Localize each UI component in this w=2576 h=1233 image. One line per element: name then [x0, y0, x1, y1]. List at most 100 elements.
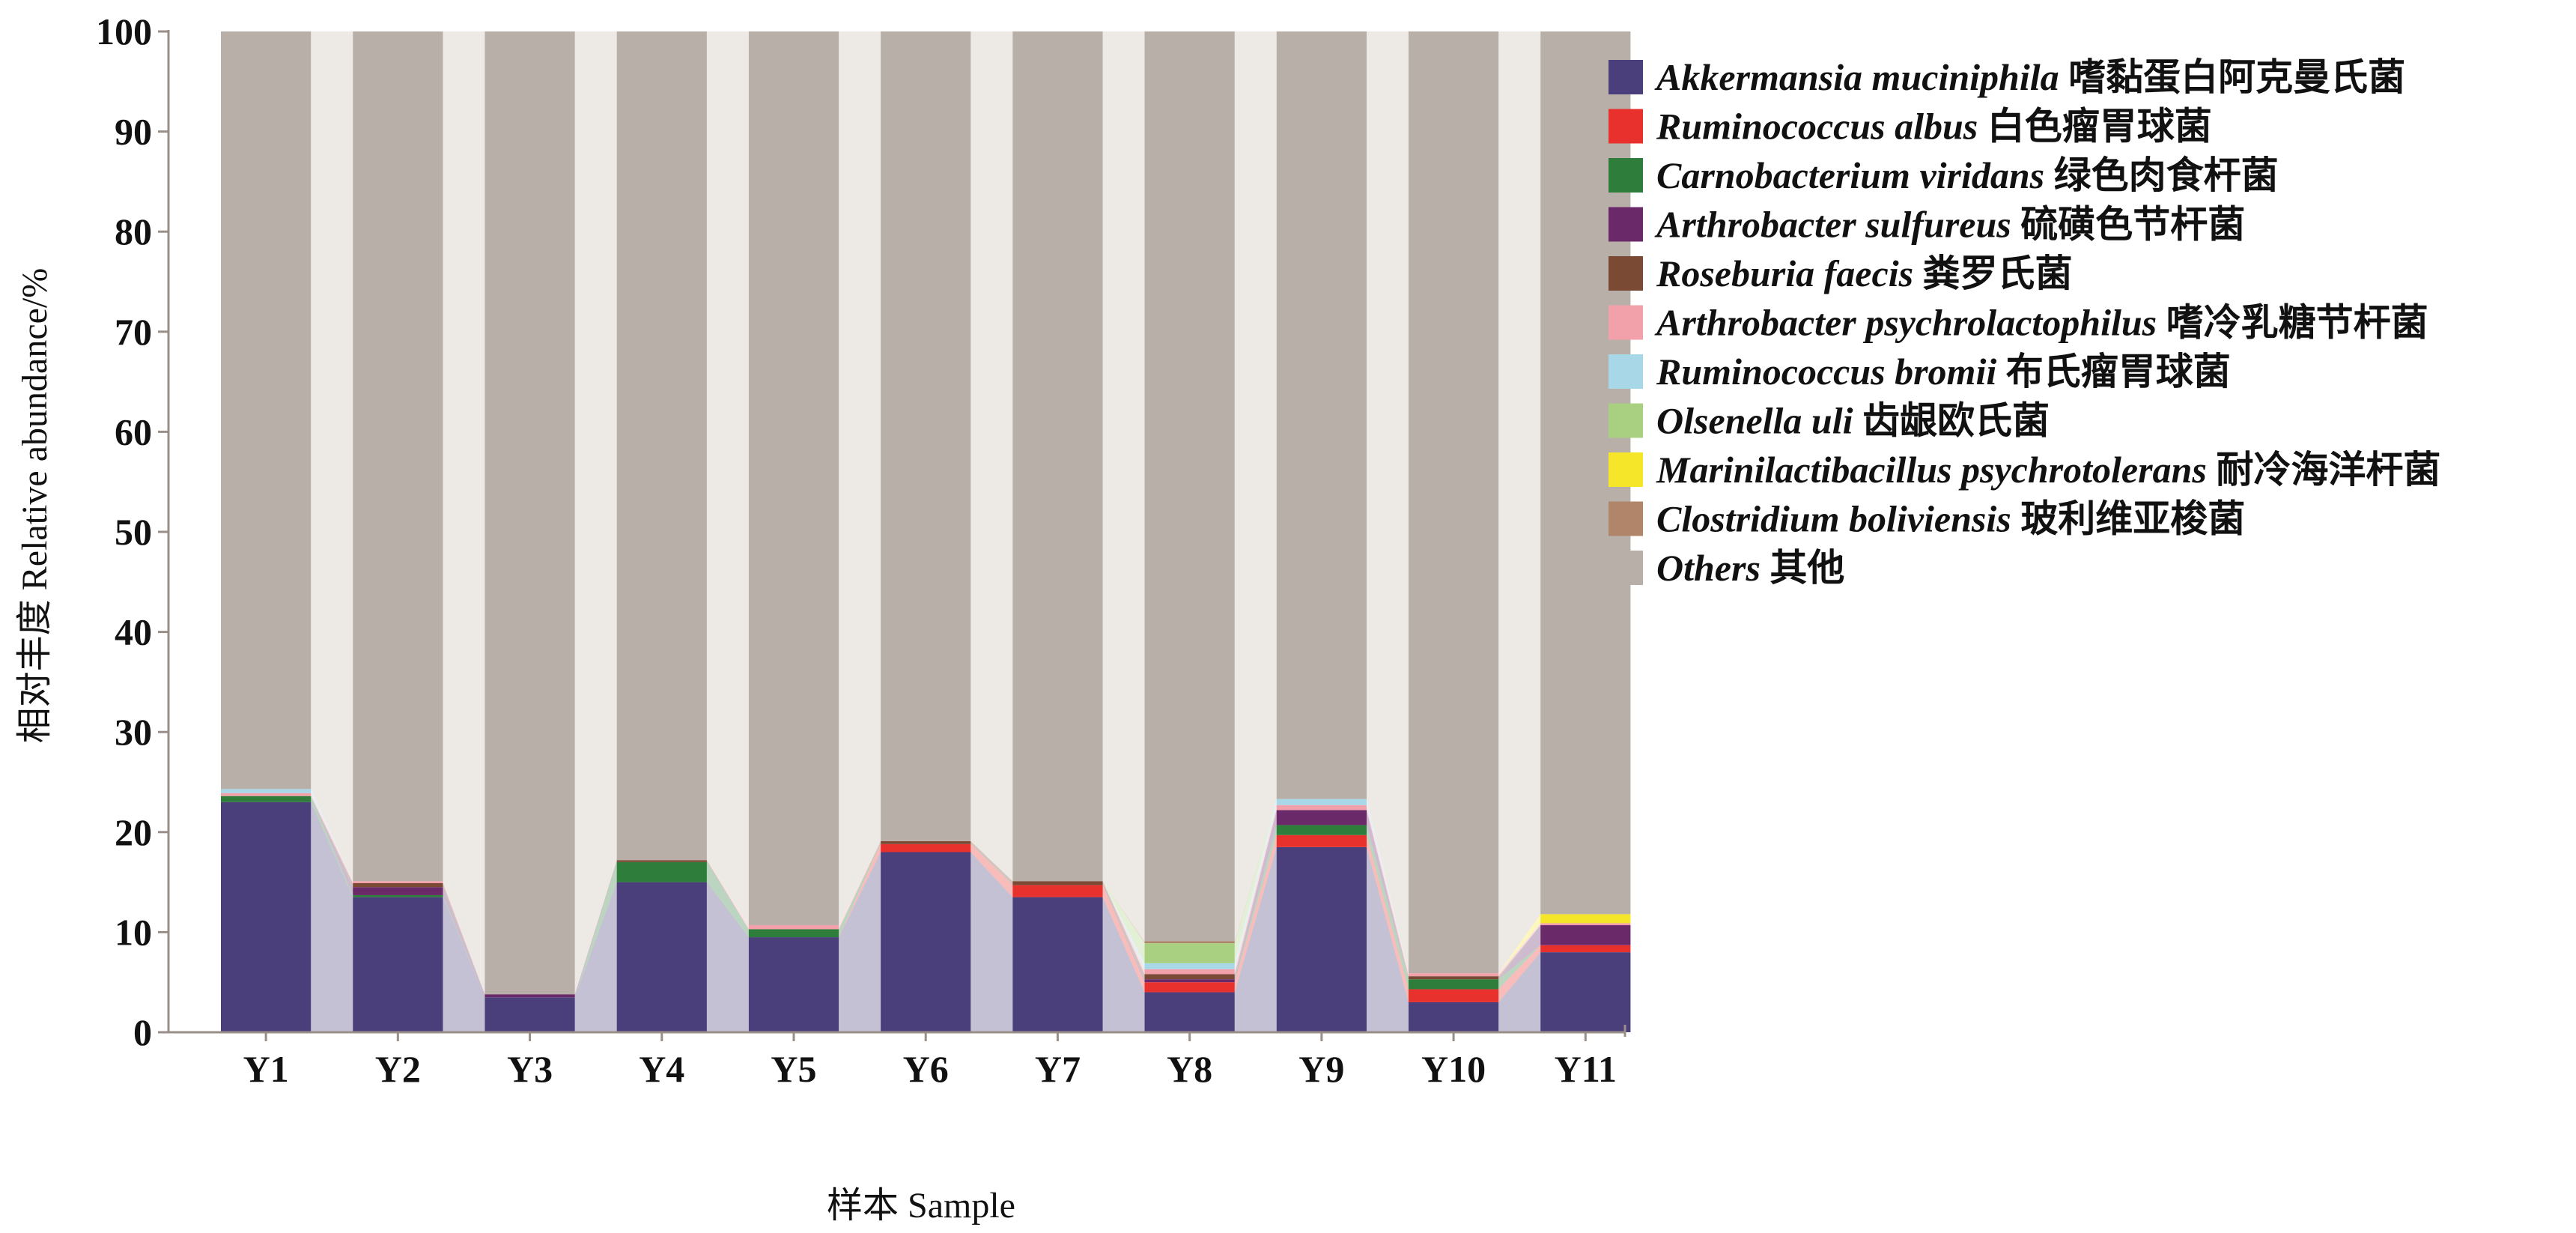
connector-Y9-Y10-series-2: [1366, 825, 1409, 990]
connector-Y10-Y11-series-3: [1498, 925, 1541, 980]
legend-swatch-2: [1609, 158, 1643, 193]
connector-Y2-Y3-series-2: [443, 894, 485, 998]
legend-species-7: Olsenella uli: [1656, 400, 1853, 442]
x-tick-label-Y4: Y4: [639, 1048, 684, 1090]
connector-Y3-Y4-series-2: [574, 861, 617, 998]
connector-Y8-Y9-series-7: [1234, 799, 1277, 963]
bar-Y8-series-6: [1144, 963, 1235, 969]
bar-Y6-series-1: [881, 843, 971, 852]
connector-Y2-Y3-series-4: [443, 882, 485, 995]
legend-swatch-4: [1609, 256, 1643, 291]
bar-Y11-series-1: [1540, 945, 1631, 953]
legend-swatch-6: [1609, 354, 1643, 389]
x-tick-label-Y1: Y1: [243, 1048, 289, 1090]
connector-Y8-Y9-series-6: [1234, 799, 1277, 969]
connector-Y5-Y6-series-4: [839, 840, 881, 930]
connector-Y2-Y3-series-0: [443, 897, 485, 1032]
legend-cn-9: 玻利维亚梭菌: [2011, 498, 2246, 540]
connector-Y4-Y5-series-5: [706, 860, 749, 930]
y-tick-label-0: 0: [133, 1011, 152, 1053]
legend-swatch-10: [1609, 551, 1643, 585]
connector-Y6-Y7-series-1: [970, 843, 1013, 897]
connector-Y1-Y2-series-0: [311, 802, 353, 1032]
x-tick-label-Y2: Y2: [375, 1048, 421, 1090]
bar-Y5-series-5: [748, 925, 839, 930]
bar-Y9-series-1: [1276, 834, 1367, 847]
connector-Y9-Y10-series-4: [1366, 810, 1409, 980]
legend-label-10: Others 其他: [1656, 547, 1844, 589]
connector-Y8-Y9-series-3: [1234, 810, 1277, 983]
connector-Y5-Y6-series-5: [839, 840, 881, 930]
connector-Y2-Y3-series-3: [443, 887, 485, 998]
y-axis-title: 相对丰度 Relative abundance/%: [15, 268, 55, 743]
connector-Y1-Y2-series-5: [311, 793, 353, 883]
bar-Y10-series-2: [1408, 979, 1499, 990]
legend-label-5: Arthrobacter psychrolactophilus 嗜冷乳糖节杆菌: [1654, 302, 2428, 344]
connector-Y7-Y8-series-9: [1102, 881, 1145, 944]
connector-Y7-Y8-series-4: [1102, 881, 1145, 980]
legend-species-4: Roseburia faecis: [1656, 252, 1913, 294]
y-tick-label-70: 70: [115, 311, 152, 353]
y-tick-label-50: 50: [115, 511, 152, 553]
connector-Y9-Y10-series-6: [1366, 799, 1409, 974]
connector-Y8-Y9-series-0: [1234, 846, 1277, 1032]
bar-Y8-series-3: [1144, 979, 1235, 983]
legend-species-2: Carnobacterium viridans: [1656, 154, 2044, 196]
bar-Y3-series-10: [484, 31, 575, 995]
bar-Y8-series-7: [1144, 943, 1235, 963]
x-tick-label-Y11: Y11: [1555, 1048, 1617, 1090]
bar-Y4-series-2: [616, 861, 707, 882]
connector-Y2-Y3-series-10: [443, 31, 485, 995]
connector-Y1-Y2-series-2: [311, 796, 353, 897]
legend-species-6: Ruminococcus bromii: [1656, 351, 1996, 393]
bar-Y9-series-5: [1276, 805, 1367, 811]
connector-Y7-Y8-series-5: [1102, 881, 1145, 975]
legend-swatch-1: [1609, 109, 1643, 144]
connector-Y7-Y8-series-3: [1102, 885, 1145, 983]
connector-Y10-Y11-series-4: [1498, 925, 1541, 980]
connector-Y8-Y9-series-9: [1234, 799, 1277, 944]
connector-Y1-Y2-series-6: [311, 789, 353, 882]
bar-Y8-series-10: [1144, 31, 1235, 942]
bar-Y3-series-3: [484, 994, 575, 998]
legend-label-4: Roseburia faecis 粪罗氏菌: [1656, 252, 2073, 294]
bar-Y8-series-4: [1144, 974, 1235, 980]
bar-Y9-series-10: [1276, 31, 1367, 799]
legend-cn-6: 布氏瘤胃球菌: [1996, 351, 2231, 393]
legend-swatch-3: [1609, 207, 1643, 242]
connector-Y6-Y7-series-4: [970, 840, 1013, 885]
connector-Y8-Y9-series-2: [1234, 825, 1277, 983]
bar-Y1-series-10: [221, 31, 312, 790]
legend-species-0: Akkermansia muciniphila: [1654, 56, 2059, 98]
bars-group: [221, 31, 1631, 1032]
y-tick-label-30: 30: [115, 711, 152, 753]
connector-Y9-Y10-series-5: [1366, 805, 1409, 977]
bar-Y10-series-4: [1408, 976, 1499, 980]
x-tick-label-Y8: Y8: [1167, 1048, 1212, 1090]
connector-Y4-Y5-series-4: [706, 860, 749, 930]
bar-Y1-series-2: [221, 796, 312, 802]
bar-Y5-series-2: [748, 929, 839, 938]
connector-Y9-Y10-series-0: [1366, 846, 1409, 1032]
bar-Y6-series-0: [881, 852, 971, 1032]
legend-swatch-0: [1609, 60, 1643, 94]
connector-Y10-Y11-series-1: [1498, 945, 1541, 1002]
bar-Y9-series-0: [1276, 846, 1367, 1032]
legend-cn-7: 齿龈欧氏菌: [1853, 400, 2050, 442]
legend-species-1: Ruminococcus albus: [1656, 106, 1978, 148]
connector-Y5-Y6-series-1: [839, 843, 881, 938]
bar-Y2-series-3: [353, 887, 443, 895]
connector-Y7-Y8-series-6: [1102, 881, 1145, 969]
bar-Y11-series-3: [1540, 925, 1631, 945]
connector-Y7-Y8-series-10: [1102, 31, 1145, 942]
connector-Y8-Y9-series-5: [1234, 805, 1277, 975]
legend-cn-4: 粪罗氏菌: [1913, 252, 2073, 294]
legend-label-3: Arthrobacter sulfureus 硫磺色节杆菌: [1654, 204, 2245, 246]
connector-Y3-Y4-series-0: [574, 882, 617, 1032]
axes-group: 0 10 20 30 40 50 60 70 80 90 100 Y1 Y2 Y3 Y4 Y5 Y6 Y7 Y8 Y9…: [15, 10, 1626, 1226]
bar-Y6-series-10: [881, 31, 971, 841]
y-tick-label-40: 40: [115, 611, 152, 653]
bar-Y9-series-2: [1276, 825, 1367, 835]
bar-Y7-series-10: [1012, 31, 1103, 882]
